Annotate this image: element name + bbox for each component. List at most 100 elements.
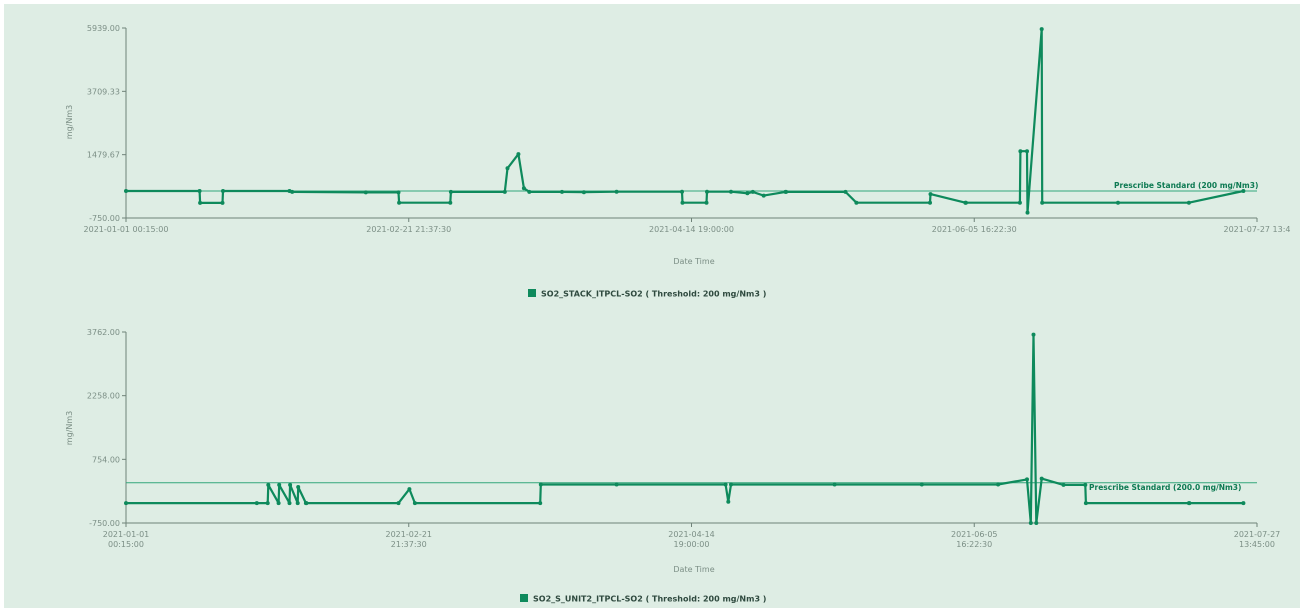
data-point[interactable] [680, 200, 685, 205]
data-point[interactable] [124, 189, 128, 193]
y-tick-label: -750.00 [89, 519, 120, 528]
data-point[interactable] [1034, 521, 1039, 525]
data-point[interactable] [254, 501, 259, 506]
data-point[interactable] [265, 501, 270, 506]
y-tick-label: 5939.00 [87, 24, 120, 33]
data-point[interactable] [784, 189, 789, 194]
data-point[interactable] [198, 200, 203, 205]
legend-label[interactable]: SO2_STACK_ITPCL-SO2 ( Threshold: 200 mg/… [541, 290, 766, 299]
data-point[interactable] [745, 191, 750, 196]
data-point[interactable] [363, 190, 368, 195]
x-tick-label: 2021-07-27 13:4 [1224, 225, 1291, 234]
legend-label[interactable]: SO2_S_UNIT2_ITPCL-SO2 ( Threshold: 200 m… [533, 595, 766, 604]
data-point[interactable] [287, 501, 292, 506]
series-line [126, 28, 1244, 214]
data-point[interactable] [680, 189, 684, 194]
data-point[interactable] [304, 501, 309, 506]
data-point[interactable] [296, 485, 301, 489]
data-point[interactable] [221, 189, 225, 193]
x-tick-label: 2021-04-14 19:00:00 [668, 530, 715, 549]
y-axis-label: mg/Nm3 [65, 411, 74, 445]
x-tick-label: 2021-02-21 21:37:30 [386, 530, 433, 549]
data-point[interactable] [505, 166, 510, 171]
y-tick-label: 754.00 [92, 455, 120, 464]
data-point[interactable] [1116, 200, 1120, 205]
y-tick-label: 1479.67 [87, 151, 120, 160]
data-point[interactable] [412, 501, 417, 506]
data-point[interactable] [502, 189, 507, 194]
data-point[interactable] [290, 189, 295, 194]
data-point[interactable] [832, 482, 837, 487]
data-point[interactable] [919, 482, 924, 487]
data-point[interactable] [1031, 332, 1036, 337]
data-point[interactable] [963, 200, 968, 205]
data-point[interactable] [1186, 200, 1191, 205]
data-point[interactable] [288, 482, 293, 487]
data-point[interactable] [581, 190, 586, 195]
data-point[interactable] [295, 501, 300, 506]
data-point[interactable] [527, 189, 532, 194]
data-point[interactable] [1028, 521, 1033, 525]
data-point[interactable] [729, 482, 733, 487]
data-point[interactable] [1083, 501, 1088, 506]
data-point[interactable] [266, 482, 271, 487]
data-point[interactable] [1061, 482, 1066, 487]
data-point[interactable] [396, 501, 401, 506]
data-point[interactable] [560, 189, 564, 194]
data-point[interactable] [516, 152, 521, 157]
data-point[interactable] [1025, 210, 1030, 215]
chart-bottom: mg/Nm3 Date Time SO2_S_UNIT2_ITPCL-SO2 (… [65, 328, 1280, 604]
data-point[interactable] [1083, 482, 1088, 487]
threshold-label: Prescribe Standard (200.0 mg/Nm3) [1089, 483, 1241, 492]
data-point[interactable] [1039, 27, 1044, 32]
threshold-label: Prescribe Standard (200 mg/Nm3) [1114, 181, 1258, 190]
data-point[interactable] [1040, 200, 1045, 205]
data-point[interactable] [276, 501, 281, 506]
chart-top: mg/Nm3 Date Time SO2_STACK_ITPCL-SO2 ( T… [65, 24, 1291, 299]
data-point[interactable] [1025, 149, 1029, 154]
data-point[interactable] [124, 501, 128, 506]
data-point[interactable] [197, 189, 202, 193]
x-tick-label: 2021-01-01 00:15:00 [103, 530, 150, 549]
x-tick-label: 2021-07-27 13:45:00 [1234, 530, 1281, 549]
legend-swatch[interactable] [520, 594, 528, 602]
data-point[interactable] [538, 482, 543, 487]
data-point[interactable] [396, 190, 401, 195]
data-point[interactable] [1241, 189, 1246, 193]
data-point[interactable] [614, 482, 619, 487]
data-point[interactable] [1241, 501, 1246, 506]
data-point[interactable] [704, 200, 709, 205]
data-point[interactable] [614, 189, 619, 194]
data-point[interactable] [521, 186, 526, 191]
y-tick-label: 3762.00 [87, 328, 120, 337]
data-point[interactable] [854, 200, 859, 205]
data-point[interactable] [277, 482, 282, 487]
data-point[interactable] [220, 200, 225, 205]
data-point[interactable] [448, 189, 453, 194]
data-point[interactable] [1039, 476, 1044, 481]
data-point[interactable] [705, 189, 709, 194]
data-point[interactable] [1187, 501, 1192, 506]
data-point[interactable] [448, 200, 453, 205]
y-tick-label: 2258.00 [87, 392, 120, 401]
data-point[interactable] [750, 189, 755, 194]
data-point[interactable] [397, 200, 402, 205]
data-point[interactable] [407, 487, 412, 492]
data-point[interactable] [1025, 477, 1029, 482]
data-point[interactable] [928, 192, 933, 197]
data-point[interactable] [538, 501, 543, 506]
legend-swatch[interactable] [528, 289, 536, 297]
data-point[interactable] [843, 189, 848, 194]
data-point[interactable] [761, 193, 766, 198]
data-point[interactable] [1017, 200, 1022, 205]
data-point[interactable] [726, 499, 731, 504]
y-axis-label: mg/Nm3 [65, 105, 74, 139]
x-tick-label: 2021-06-05 16:22:30 [951, 530, 998, 549]
x-axis-label: Date Time [673, 565, 714, 574]
x-tick-label: 2021-04-14 19:00:00 [649, 225, 734, 234]
data-point[interactable] [729, 189, 733, 194]
data-point[interactable] [1018, 149, 1023, 154]
data-point[interactable] [723, 482, 728, 487]
data-point[interactable] [928, 200, 932, 205]
data-point[interactable] [996, 482, 1001, 487]
